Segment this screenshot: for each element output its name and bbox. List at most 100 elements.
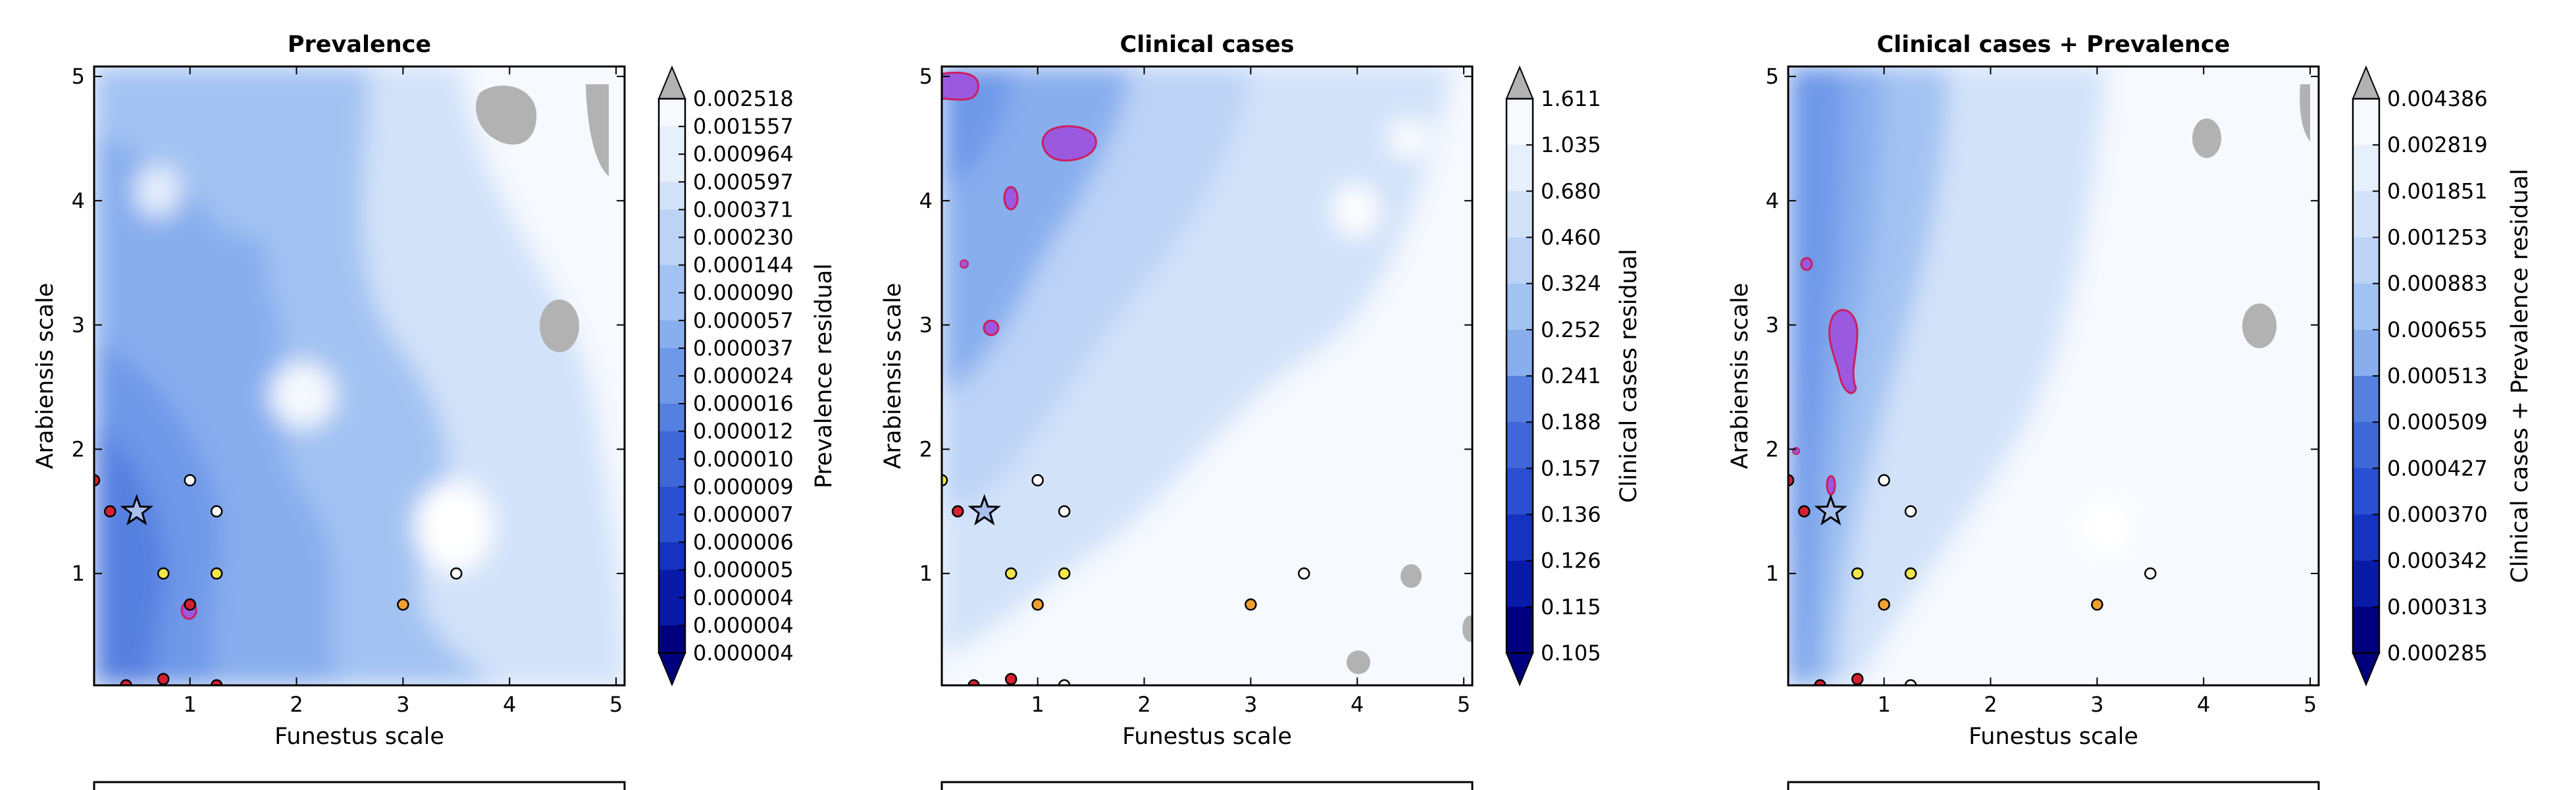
colorbar: 0.004386 0.002819 0.001851 0.001253 0.000883…	[2352, 65, 2488, 687]
over-range-region	[586, 84, 609, 176]
colorbar-tick-label: 0.105	[1541, 641, 1601, 666]
colorbar-band	[659, 487, 685, 515]
x-axis-label: Funestus scale	[274, 724, 444, 750]
reference-star-marker	[120, 494, 153, 526]
y-tick-label: 5	[72, 64, 85, 89]
contour-spot	[415, 481, 494, 573]
x-tick-label: 2	[290, 692, 303, 717]
plot-frame	[1787, 65, 2320, 687]
positive-region	[1828, 309, 1859, 394]
x-tick-label: 5	[609, 692, 623, 717]
panel-title: Clinical cases + Prevalence	[1877, 32, 2230, 58]
colorbar-band	[659, 597, 685, 626]
y-axis-label: Arabiensis scale	[880, 283, 906, 469]
panel-clinical-cases-prevalence: Clinical cases + Prevalence 1 2 3 4 5 1 2 3 4 5 F…	[1727, 32, 2533, 750]
colorbar-tick-label: 0.680	[1541, 178, 1601, 203]
colorbar-tick-label: 0.000285	[2387, 641, 2488, 666]
colorbar-band	[2353, 99, 2379, 145]
contour-spot	[217, 234, 270, 293]
colorbar-tick-label: 1.611	[1541, 86, 1601, 111]
y-tick-label: 4	[1766, 188, 1779, 213]
colorbar-tick-label: 0.000037	[693, 336, 794, 361]
colorbar-tick-label: 0.000427	[2387, 456, 2488, 481]
colorbar-tick-label: 0.000513	[2387, 363, 2488, 388]
colorbar-tick-label: 0.000371	[693, 197, 794, 222]
site-marker	[1031, 474, 1044, 487]
colorbar-over-extension	[2352, 65, 2381, 99]
colorbar-tick-label: 0.241	[1541, 363, 1601, 388]
site-marker	[1004, 673, 1018, 685]
colorbar-tick-label: 0.188	[1541, 409, 1601, 434]
y-tick-label: 3	[919, 313, 933, 338]
colorbar-band	[659, 320, 685, 349]
site-marker	[1058, 505, 1071, 517]
contour-field	[942, 66, 1472, 685]
colorbar-tick-label: 0.000006	[693, 530, 794, 555]
x-tick-label: 1	[183, 692, 196, 717]
panel-prevalence: Prevalence 1 2 3 4 5 1 2 3 4 5 Funestus scale	[32, 32, 837, 750]
site-marker	[2144, 567, 2157, 580]
colorbar-band	[659, 514, 685, 543]
colorbar-band	[2353, 237, 2379, 284]
colorbar-band	[659, 431, 685, 460]
y-tick-label: 2	[919, 436, 933, 461]
reference-star-marker	[1814, 494, 1847, 526]
over-range-region	[2242, 303, 2277, 348]
colorbar-tick-label: 0.000024	[693, 363, 794, 388]
site-markers	[942, 474, 1310, 685]
colorbar-band	[659, 126, 685, 155]
positive-region	[960, 259, 969, 269]
colorbar-band	[2353, 376, 2379, 423]
colorbar-over-extension	[657, 65, 686, 99]
y-tick-label: 1	[1766, 561, 1779, 586]
colorbar-band	[2353, 191, 2379, 238]
colorbar-tick-label: 0.115	[1541, 594, 1601, 619]
site-marker	[1058, 567, 1071, 580]
colorbar-tick-label: 0.000342	[2387, 548, 2488, 573]
colorbar-tick-label: 0.001851	[2387, 178, 2488, 203]
x-tick-label: 1	[1877, 692, 1890, 717]
y-tick-label: 5	[1766, 64, 1779, 89]
colorbar-tick-label: 1.035	[1541, 132, 1601, 157]
site-marker	[1031, 598, 1044, 611]
colorbar-band	[659, 376, 685, 404]
colorbar-band	[659, 625, 685, 654]
site-marker	[1814, 679, 1826, 685]
y-axis-label: Arabiensis scale	[32, 283, 59, 469]
contour-field	[1788, 66, 2319, 685]
panel-title: Prevalence	[288, 32, 431, 58]
positive-region	[942, 71, 979, 101]
y-axis-label: Arabiensis scale	[1727, 283, 1753, 469]
y-tick-label: 5	[919, 64, 933, 89]
x-tick-label: 2	[1137, 692, 1150, 717]
x-tick-label: 5	[1457, 692, 1470, 717]
colorbar-band	[659, 154, 685, 182]
y-tick-label: 3	[72, 313, 85, 338]
site-marker	[450, 567, 463, 580]
contour-spot	[1333, 184, 1379, 237]
colorbar-band	[659, 265, 685, 294]
y-tick-label: 3	[1766, 313, 1779, 338]
colorbar-band	[659, 182, 685, 210]
site-marker	[1058, 679, 1071, 685]
colorbar-tick-label: 0.000012	[693, 419, 794, 444]
colorbar-label: Prevalence residual	[811, 263, 837, 488]
colorbar-tick-label: 0.324	[1541, 271, 1601, 296]
contour-level-darker	[94, 421, 166, 685]
site-marker	[942, 474, 948, 487]
colorbar-tick-label: 0.000370	[2387, 502, 2488, 527]
legend-box-cropped	[940, 781, 1474, 790]
site-marker	[1904, 679, 1917, 685]
y-tick-label: 4	[72, 188, 85, 213]
plot-frame	[93, 65, 626, 687]
contour-field	[94, 66, 625, 685]
colorbar-tick-label: 0.000009	[693, 474, 794, 499]
site-marker	[2091, 598, 2103, 611]
over-range-region	[475, 86, 537, 145]
site-marker	[184, 598, 196, 611]
colorbar-band	[659, 237, 685, 266]
x-axis-label: Funestus scale	[1122, 724, 1292, 750]
reference-star-marker	[967, 494, 1001, 526]
colorbar-tick-label: 0.000057	[693, 308, 794, 333]
